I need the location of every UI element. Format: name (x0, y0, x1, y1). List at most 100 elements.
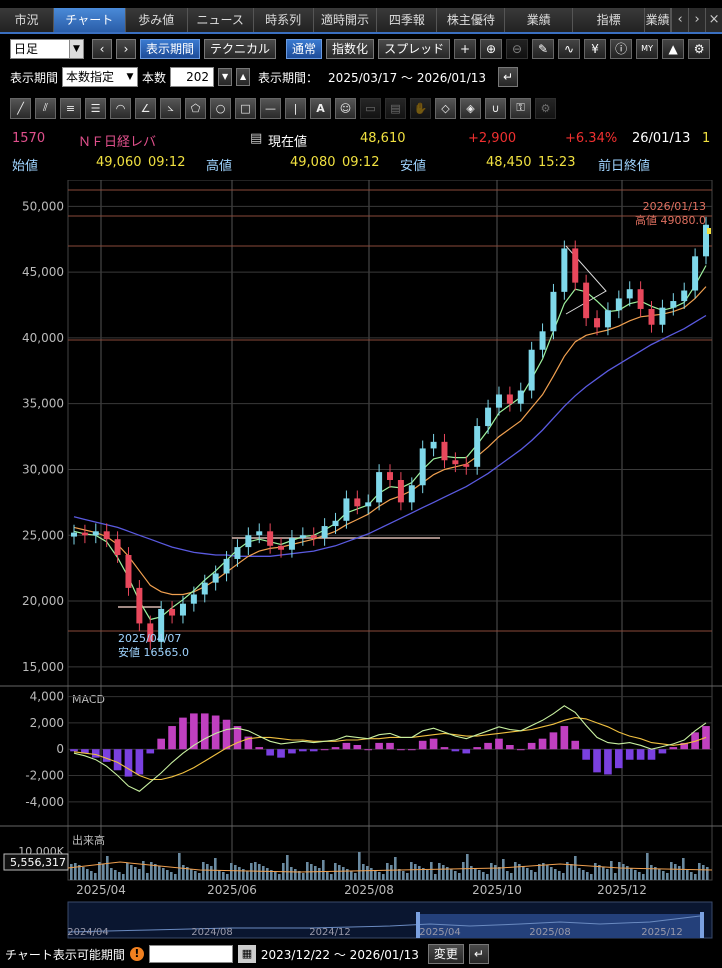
wrench-icon[interactable]: ⚙ (688, 39, 711, 59)
prev-button[interactable]: ‹ (92, 39, 112, 59)
calendar-icon[interactable]: ▦ (237, 945, 256, 963)
volume-bar (178, 853, 181, 880)
pencil-icon[interactable]: ✎ (532, 39, 555, 59)
info-icon[interactable]: ⓘ (610, 39, 633, 59)
crosshair-icon[interactable]: + (454, 39, 477, 59)
candle-body (136, 587, 143, 624)
bottom-bar: チャート表示可能期間 ! ▦ 2023/12/22 ～ 2026/01/13 変… (0, 942, 722, 966)
volume-bar (322, 860, 325, 880)
macd-histogram-bar (244, 736, 253, 750)
candle-body (397, 480, 404, 503)
candle-body (572, 248, 579, 283)
line-tool-icon[interactable]: ╱ (10, 97, 31, 119)
volume-bar (426, 870, 429, 880)
tab-scroll-left-icon[interactable]: ‹ (671, 8, 689, 32)
fibonacci-icon[interactable]: ☰ (85, 97, 106, 119)
tab-2[interactable]: 歩み値 (125, 8, 188, 32)
normal-button[interactable]: 通常 (286, 39, 323, 59)
count-input[interactable]: 202 (170, 67, 215, 87)
volume-bar (542, 863, 545, 880)
macd-histogram-bar (451, 749, 460, 752)
tab-7[interactable]: 株主優待 (437, 8, 506, 32)
volume-bar (522, 866, 525, 880)
volume-bar (78, 865, 81, 880)
tab-3[interactable]: ニュース (187, 8, 254, 32)
tab-scroll-right-icon[interactable]: › (688, 8, 706, 32)
price-tick-label: 45,000 (22, 265, 64, 279)
channel-tool-icon[interactable]: ⫽ (35, 97, 56, 119)
count-up-button[interactable]: ▲ (236, 68, 251, 86)
text-tool-icon[interactable]: A (310, 97, 331, 119)
period-start-input[interactable] (148, 945, 233, 963)
eraser-all-icon[interactable]: ◈ (460, 97, 481, 119)
chevron-down-icon: ▼ (69, 40, 83, 58)
arc-tool-icon[interactable]: ◠ (110, 97, 131, 119)
macd-histogram-bar (462, 749, 471, 754)
technical-button[interactable]: テクニカル (204, 39, 277, 59)
chart-type-icon[interactable]: ∿ (558, 39, 581, 59)
memo-icon[interactable]: ▤ (250, 131, 263, 146)
stamp-icon[interactable]: ☺ (335, 97, 356, 119)
spread-button[interactable]: スプレッド (378, 39, 451, 59)
settings-icon[interactable]: ⚙ (535, 97, 556, 119)
volume-bar (594, 863, 597, 880)
tab-8[interactable]: 業績 (505, 8, 574, 32)
change-button[interactable]: 変更 (427, 944, 464, 964)
vline-icon[interactable]: | (285, 97, 306, 119)
select-tool-icon[interactable]: ▭ (360, 97, 381, 119)
my-chart-icon[interactable]: MY (636, 39, 659, 59)
volume-bar (258, 864, 261, 880)
next-button[interactable]: › (116, 39, 136, 59)
candle-body (256, 531, 263, 536)
volume-bar (626, 866, 629, 880)
zoom-out-icon[interactable]: ⊖ (506, 39, 529, 59)
candle-body (288, 537, 295, 550)
macd-histogram-bar (604, 749, 612, 775)
tab-9[interactable]: 指標 (573, 8, 646, 32)
macd-histogram-bar (135, 749, 144, 775)
angle-tool-icon[interactable]: ⦣ (160, 97, 181, 119)
price-tick-label: 50,000 (22, 199, 64, 213)
area-chart-icon[interactable]: ▲ (662, 39, 685, 59)
circle-icon[interactable]: ○ (210, 97, 231, 119)
period-mode-select[interactable]: 本数指定 ▼ (62, 67, 139, 87)
candle-body (681, 290, 688, 302)
prev-close-label: 前日終値 (598, 159, 651, 174)
magnet-icon[interactable]: ∪ (485, 97, 506, 119)
tab-5[interactable]: 適時開示 (313, 8, 378, 32)
move-tool-icon[interactable]: ▤ (385, 97, 406, 119)
price-chart[interactable]: 50,000 45,000 40,000 35,000 30,000 25,000 20,0… (0, 180, 722, 942)
count-down-button[interactable]: ▼ (218, 68, 233, 86)
volume-bar (638, 872, 641, 880)
volume-bar (298, 871, 301, 880)
display-period-button[interactable]: 表示期間 (140, 39, 201, 59)
tab-10[interactable]: 業績 (645, 8, 672, 32)
yen-icon[interactable]: ¥ (584, 39, 607, 59)
candle-body (365, 502, 372, 507)
tab-0[interactable]: 市況 (0, 8, 54, 32)
return-icon[interactable]: ↵ (468, 944, 489, 964)
tab-close-icon[interactable]: × (705, 8, 722, 32)
rectangle-icon[interactable]: □ (235, 97, 256, 119)
low-date-annotation: 2025/04/07 (118, 632, 181, 645)
volume-bar (550, 867, 553, 880)
fan-tool-icon[interactable]: ∠ (135, 97, 156, 119)
navigator-label: 2025/04 (419, 927, 461, 938)
tab-1[interactable]: チャート (53, 8, 126, 32)
tab-6[interactable]: 四季報 (377, 8, 438, 32)
x-tick-label: 2025/10 (472, 883, 522, 897)
lock-icon[interactable]: ⚿ (510, 97, 531, 119)
zoom-in-icon[interactable]: ⊕ (480, 39, 503, 59)
eraser-icon[interactable]: ◇ (435, 97, 456, 119)
horizontal-lines-icon[interactable]: ≡ (60, 97, 81, 119)
volume-bar (702, 865, 705, 880)
pentagon-icon[interactable]: ⬠ (185, 97, 206, 119)
hline-icon[interactable]: — (260, 97, 281, 119)
period-select[interactable]: 日足 ▼ (10, 39, 84, 59)
return-icon[interactable]: ↵ (498, 67, 519, 87)
index-button[interactable]: 指数化 (326, 39, 375, 59)
tab-4[interactable]: 時系列 (253, 8, 314, 32)
hand-tool-icon[interactable]: ✋ (410, 97, 431, 119)
volume-bar (318, 868, 321, 880)
volume-bar (430, 862, 433, 880)
